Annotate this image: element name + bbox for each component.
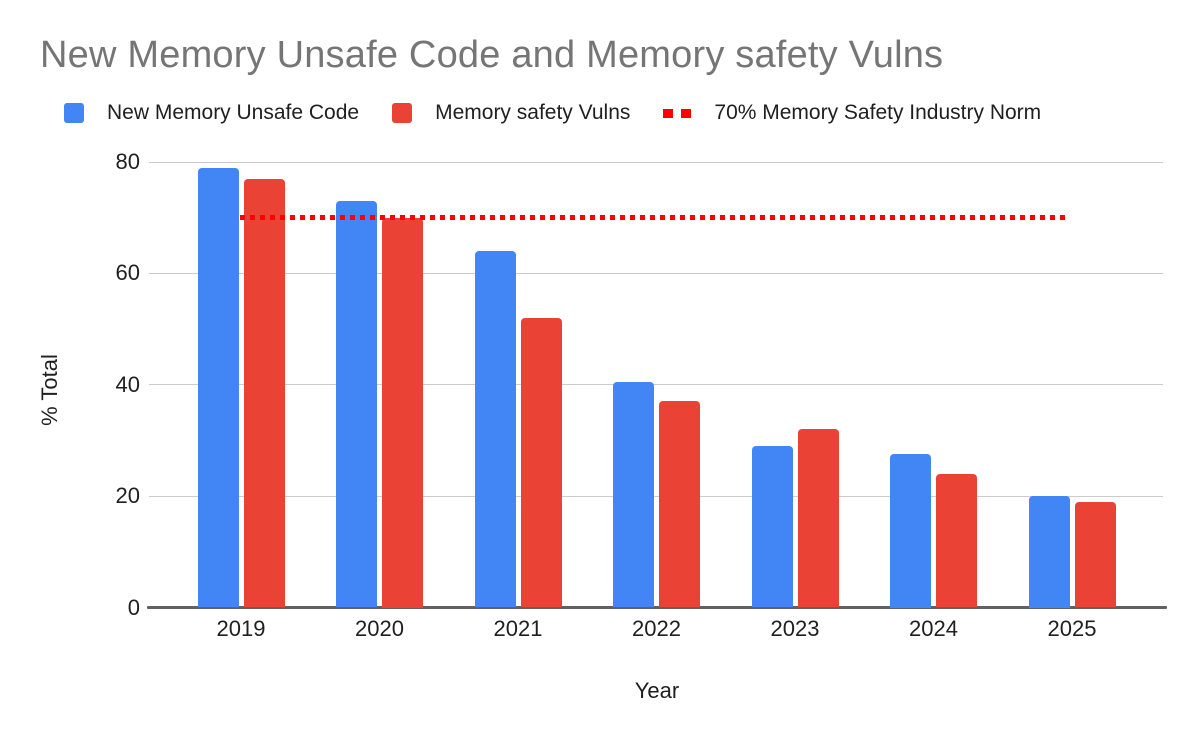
bar-memory-safety-vulns: [243, 178, 285, 608]
bar-new-memory-unsafe-code: [197, 167, 239, 608]
bar-new-memory-unsafe-code: [474, 251, 516, 608]
bar-new-memory-unsafe-code: [1028, 496, 1070, 608]
legend-swatch-red: [392, 103, 413, 123]
bar-memory-safety-vulns: [382, 217, 423, 608]
y-axis-tick-label: 40: [115, 371, 140, 397]
legend-label: New Memory Unsafe Code: [107, 101, 360, 124]
x-axis-tick-label: 2025: [1047, 616, 1097, 641]
legend: New Memory Unsafe Code Memory safety Vul…: [64, 101, 1041, 125]
x-axis-tick-label: 2022: [632, 616, 681, 641]
x-axis-tick-label: 2024: [909, 616, 958, 641]
y-axis-tick-label: 80: [115, 149, 140, 174]
bar-new-memory-unsafe-code: [890, 454, 931, 608]
x-axis-title: Year: [634, 678, 680, 703]
reference-line: [240, 215, 1068, 221]
bar-new-memory-unsafe-code: [751, 446, 793, 608]
x-axis-line: [147, 606, 1167, 609]
bar-memory-safety-vulns: [797, 429, 839, 608]
legend-swatch-blue: [64, 103, 84, 123]
y-axis-tick-label: 20: [115, 483, 140, 509]
gridline: [149, 384, 1163, 386]
legend-item-industry-norm: 70% Memory Safety Industry Norm: [663, 101, 1041, 125]
y-axis-tick-label: 0: [127, 594, 140, 620]
chart-title: New Memory Unsafe Code and Memory safety…: [40, 34, 944, 76]
x-axis-tick-label: 2019: [216, 616, 266, 641]
x-axis-tick-label: 2020: [355, 616, 404, 641]
gridline: [149, 272, 1163, 274]
gridline: [149, 495, 1163, 497]
bar-new-memory-unsafe-code: [336, 200, 377, 608]
bar-memory-safety-vulns: [936, 473, 977, 608]
x-axis-tick-label: 2023: [770, 616, 820, 641]
gridline: [149, 161, 1163, 163]
bar-new-memory-unsafe-code: [613, 381, 654, 608]
bar-memory-safety-vulns: [520, 317, 562, 608]
legend-label: Memory safety Vulns: [435, 101, 631, 124]
y-axis-tick-label: 60: [115, 260, 140, 286]
legend-item-memory-safety-vulns: Memory safety Vulns: [392, 101, 630, 125]
legend-label: 70% Memory Safety Industry Norm: [714, 101, 1042, 124]
bar-memory-safety-vulns: [659, 401, 700, 608]
y-axis-title: % Total: [37, 354, 62, 426]
bar-memory-safety-vulns: [1074, 501, 1116, 608]
x-axis-tick-label: 2021: [493, 616, 543, 641]
legend-item-new-memory-unsafe-code: New Memory Unsafe Code: [64, 101, 359, 125]
legend-dotted-line-marker: [663, 108, 692, 118]
